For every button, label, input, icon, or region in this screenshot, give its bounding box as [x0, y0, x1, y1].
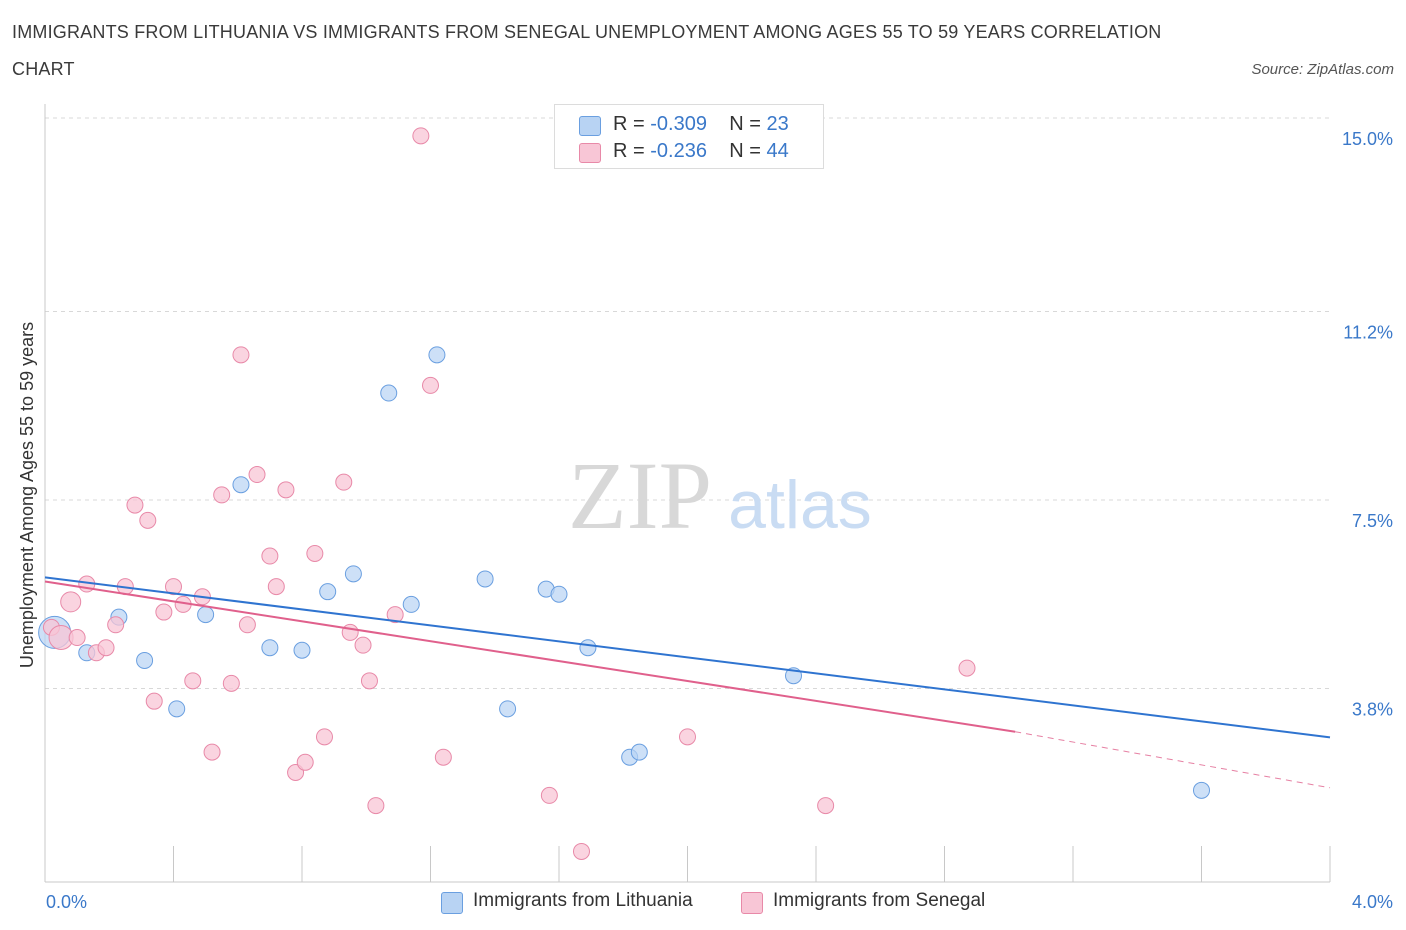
senegal-point [315, 728, 333, 746]
lithuania-point [197, 606, 215, 624]
lithuania-point [380, 384, 398, 402]
watermark-zip: ZIP [568, 442, 712, 549]
senegal-point [354, 636, 372, 654]
senegal-point [335, 473, 353, 491]
correlation-legend: R = -0.309 N = 23 R = -0.236 N = 44 [554, 104, 824, 169]
senegal-point [248, 466, 266, 484]
series-senegal-points [42, 127, 976, 860]
senegal-point [222, 674, 240, 692]
legend-n-label: N = [729, 113, 761, 135]
senegal-trend-line-extension [1015, 731, 1331, 789]
senegal-point [60, 591, 82, 613]
senegal-point [238, 616, 256, 634]
lithuania-point [261, 639, 279, 657]
senegal-point [679, 728, 696, 746]
lithuania-point [499, 700, 517, 718]
senegal-point [107, 616, 125, 634]
senegal-point [540, 786, 558, 804]
y-tick-label: 7.5% [1352, 511, 1393, 531]
lithuania-point [550, 585, 568, 603]
watermark-atlas: atlas [728, 467, 872, 543]
senegal-point [386, 606, 404, 624]
senegal-point [412, 127, 430, 145]
lithuania-trend-line [44, 576, 1331, 739]
senegal-point [261, 547, 279, 565]
lithuania-point [1193, 781, 1210, 799]
axes [44, 104, 1331, 883]
senegal-point [817, 797, 835, 815]
y-tick-label: 15.0% [1342, 129, 1393, 149]
legend-swatch-senegal [579, 143, 601, 163]
senegal-point [434, 748, 452, 766]
lithuania-point [136, 651, 154, 669]
senegal-point [165, 578, 182, 596]
trend-lines [44, 576, 1331, 789]
lithuania-point [428, 346, 446, 364]
senegal-point [68, 629, 86, 647]
senegal-point [422, 376, 439, 394]
y-tick-label: 11.2% [1343, 323, 1393, 343]
lithuania-point [476, 570, 494, 588]
lithuania-point [293, 641, 311, 659]
senegal-point [296, 753, 314, 771]
senegal-point [139, 511, 157, 529]
senegal-point [360, 672, 378, 690]
lithuania-point [579, 639, 597, 657]
lithuania-point [232, 476, 250, 494]
source-label: Source: ZipAtlas.com [1251, 61, 1394, 78]
chart-title: IMMIGRANTS FROM LITHUANIA VS IMMIGRANTS … [12, 22, 1162, 79]
senegal-point [267, 578, 285, 596]
senegal-point [203, 743, 221, 761]
senegal-point [184, 672, 202, 690]
legend-r-label: R = [613, 113, 645, 135]
y-tick-label: 3.8% [1352, 699, 1393, 719]
senegal-point [367, 797, 385, 815]
senegal-point [145, 692, 163, 710]
senegal-point [958, 659, 976, 677]
lithuania-point [630, 743, 648, 761]
series-lithuania-points [38, 346, 1210, 799]
bottom-legend-label-lithuania: Immigrants from Lithuania [473, 890, 693, 911]
bottom-legend-swatch-senegal [741, 892, 763, 914]
legend-swatch-lithuania [579, 116, 601, 136]
legend-r-label: R = [613, 140, 645, 162]
senegal-trend-line [44, 580, 1016, 733]
bottom-legend-label-senegal: Immigrants from Senegal [773, 890, 986, 911]
senegal-point [97, 639, 115, 657]
senegal-point [213, 486, 231, 504]
x-tick-label: 0.0% [46, 892, 87, 912]
x-tick-label: 4.0% [1352, 892, 1393, 912]
senegal-point [155, 603, 173, 621]
tick-labels: 3.8% 7.5% 11.2% 15.0% 0.0% 4.0% [46, 129, 1393, 912]
lithuania-point [168, 700, 186, 718]
senegal-point [277, 481, 295, 499]
grid-lines [45, 117, 1330, 689]
senegal-point [126, 496, 144, 514]
senegal-point [572, 842, 590, 860]
legend-n-label: N = [729, 140, 761, 162]
legend-r-value-senegal: -0.236 [650, 140, 707, 162]
bottom-legend-swatch-lithuania [441, 892, 463, 914]
lithuania-point [344, 565, 362, 583]
lithuania-point [319, 583, 337, 601]
lithuania-point [402, 595, 420, 613]
senegal-point [232, 346, 250, 364]
legend-n-value-senegal: 44 [766, 140, 789, 162]
senegal-point [341, 623, 359, 641]
legend-r-value-lithuania: -0.309 [650, 113, 707, 135]
y-axis-label: Unemployment Among Ages 55 to 59 years [17, 322, 37, 668]
senegal-point [306, 544, 324, 562]
legend-n-value-lithuania: 23 [766, 113, 789, 135]
watermark: ZIP atlas [568, 442, 872, 549]
